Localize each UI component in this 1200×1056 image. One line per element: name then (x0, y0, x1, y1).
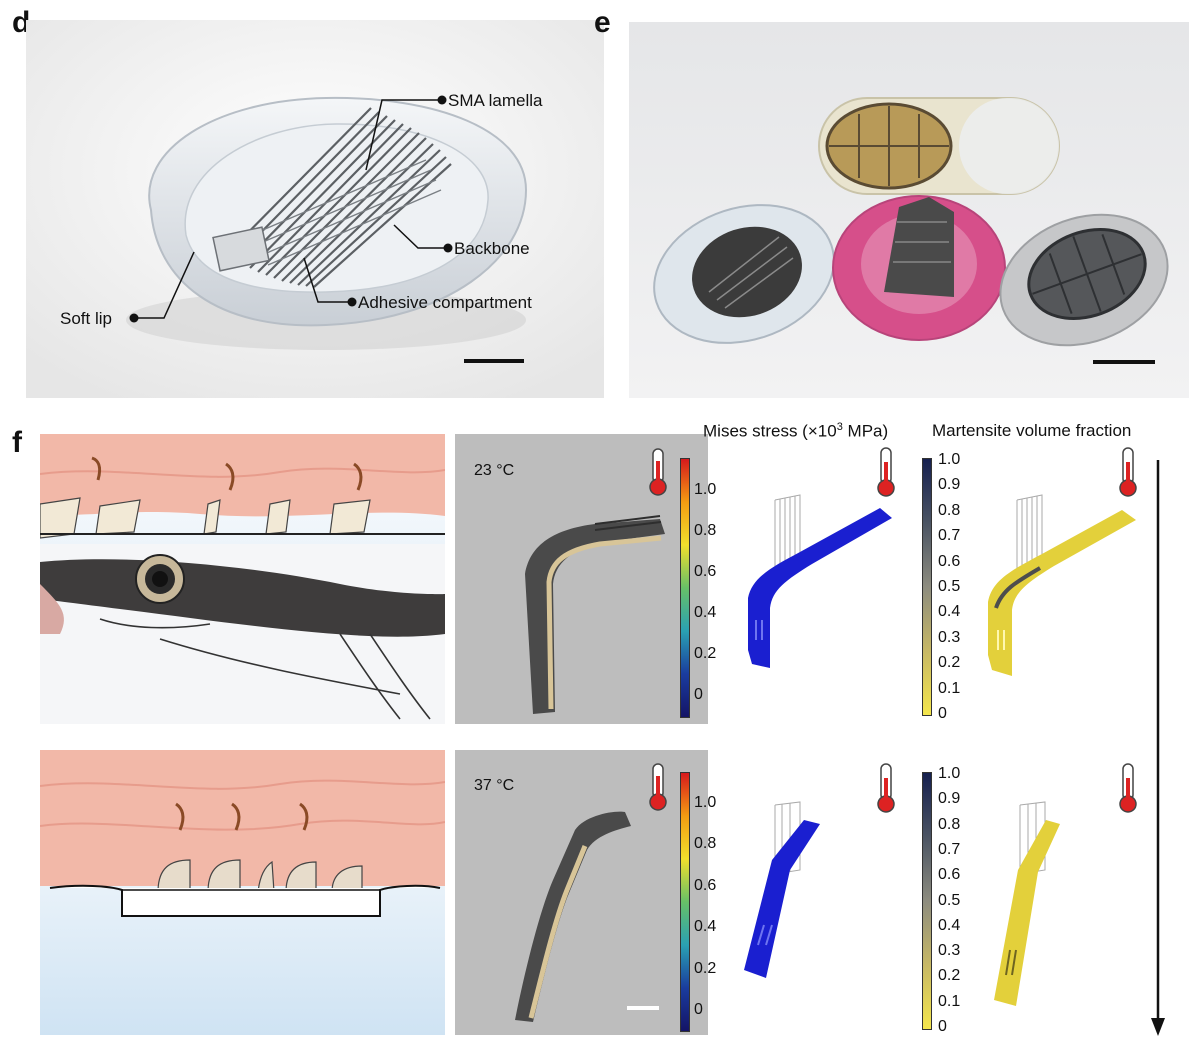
stress-tick-label: 0.2 (694, 645, 717, 662)
scale-bar-f (627, 1006, 659, 1010)
device-adhesion-illustration (40, 750, 445, 1035)
fem-stress-model-23c (740, 490, 900, 680)
stress-colorbar-top (680, 458, 690, 718)
stress-tick-label: 0.6 (694, 876, 717, 894)
martensite-tick-label: 0.5 (938, 578, 961, 595)
panel-letter-d: d (12, 6, 31, 39)
martensite-colorbar-bottom (922, 772, 932, 1030)
thermometer-icon (1117, 762, 1139, 814)
stress-tick-label: 0.4 (694, 604, 717, 621)
martensite-tick-label: 0.5 (938, 891, 961, 909)
martensite-tick-label: 0.9 (938, 476, 961, 494)
column-title-mises-stress: Mises stress (×103 MPa) (703, 421, 888, 442)
column-title-martensite: Martensite volume fraction (932, 421, 1132, 440)
martensite-tick-label: 0.2 (938, 967, 961, 985)
martensite-tick-label: 0 (938, 1018, 947, 1035)
martensite-tick-label: 0.7 (938, 840, 961, 858)
martensite-tick-label: 0.1 (938, 679, 961, 697)
micrograph-23c (455, 434, 708, 724)
martensite-tick-label: 1.0 (938, 451, 961, 468)
mises-title-text: Mises stress (×10 (703, 421, 837, 441)
stress-tick-label: 0.8 (694, 522, 717, 539)
thermometer-icon (875, 446, 897, 498)
martensite-tick-label: 0.2 (938, 654, 961, 672)
martensite-tick-label: 0.7 (938, 527, 961, 545)
temperature-label-23: 23 °C (474, 462, 515, 479)
scale-bar-d (464, 359, 524, 363)
stress-tick-label: 1.0 (694, 481, 717, 498)
device-photo (629, 22, 1189, 398)
martensite-tick-label: 1.0 (938, 765, 961, 782)
fem-martensite-model-23c (982, 490, 1142, 685)
martensite-tick-label: 0.4 (938, 603, 961, 621)
label-soft-lip: Soft lip (60, 309, 112, 328)
stress-tick-label: 1.0 (694, 794, 717, 811)
stress-tick-label: 0.4 (694, 918, 717, 936)
stress-tick-label: 0.6 (694, 563, 717, 580)
stress-tick-label: 0 (694, 686, 703, 703)
whale-baleen-illustration (40, 434, 445, 724)
fem-stress-model-37c (740, 800, 860, 1000)
martensite-tick-label: 0.3 (938, 628, 961, 646)
martensite-tick-label: 0.6 (938, 552, 961, 570)
thermometer-icon (875, 762, 897, 814)
stress-tick-label: 0.2 (694, 959, 717, 977)
thermometer-icon (1117, 446, 1139, 498)
fem-martensite-model-37c (990, 800, 1100, 1010)
temperature-label-37: 37 °C (474, 777, 515, 794)
thermometer-icon (647, 762, 669, 812)
device-render-photo (26, 20, 604, 398)
stress-tick-label: 0.8 (694, 835, 717, 853)
panel-letter-e: e (594, 6, 611, 39)
martensite-tick-label: 0.8 (938, 815, 961, 833)
label-sma-lamella: SMA lamella (448, 91, 543, 110)
martensite-tick-label: 0.1 (938, 992, 961, 1010)
martensite-tick-label: 0.9 (938, 790, 961, 808)
martensite-tick-label: 0.3 (938, 942, 961, 960)
label-backbone: Backbone (454, 239, 530, 258)
martensite-tick-label: 0.6 (938, 866, 961, 884)
mises-title-unit: MPa) (842, 421, 889, 441)
mises-title-exponent: 3 (836, 421, 843, 433)
thermometer-icon (647, 447, 669, 497)
progression-arrow (1148, 460, 1168, 1038)
martensite-tick-label: 0.8 (938, 501, 961, 519)
panel-letter-f: f (12, 426, 22, 459)
label-adhesive-compartment: Adhesive compartment (358, 293, 532, 312)
martensite-tick-label: 0 (938, 705, 947, 722)
stress-tick-label: 0 (694, 1001, 703, 1018)
stress-colorbar-bottom (680, 772, 690, 1032)
scale-bar-e (1093, 360, 1155, 364)
martensite-tick-label: 0.4 (938, 916, 961, 934)
martensite-colorbar-top (922, 458, 932, 716)
micrograph-37c (455, 750, 708, 1035)
